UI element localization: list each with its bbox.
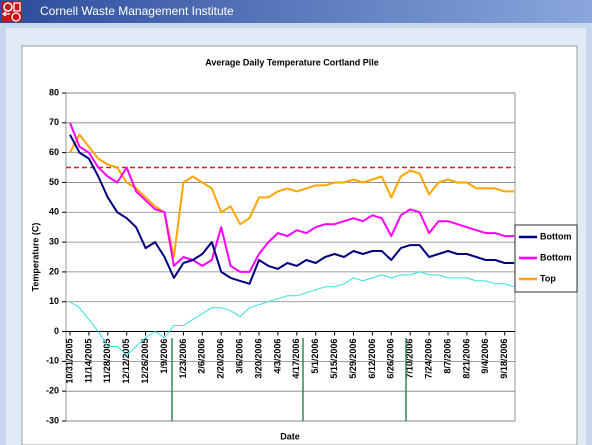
x-tick-label: 7/24/2006: [423, 339, 433, 379]
x-tick-label: 3/6/2006: [234, 339, 244, 374]
series-line: [69, 122, 515, 273]
y-tick-label: 10: [49, 296, 59, 306]
x-tick-label: 4/17/2006: [291, 339, 301, 379]
header-bar: [0, 0, 592, 23]
x-tick-label: 5/29/2006: [348, 339, 358, 379]
x-tick-label: 8/7/2006: [442, 339, 452, 374]
x-tick-label: 5/15/2006: [329, 339, 339, 379]
series-line: [69, 134, 515, 285]
plot: -30 -20 -10 0 10 20 30 40 50 60 70 80 10/31/2005 11/1…: [46, 87, 516, 425]
x-tick-label: 6/26/2006: [386, 339, 396, 379]
legend-label: Top: [540, 273, 556, 283]
plot-area: [65, 92, 516, 422]
series-line: [69, 271, 515, 356]
x-tick-label: 9/4/2006: [480, 339, 490, 374]
legend-label: Bottom: [540, 231, 572, 241]
chart-title: Average Daily Temperature Cortland Pile: [205, 57, 379, 67]
x-tick-label: 1/9/2006: [159, 339, 169, 374]
x-tick-label: 3/20/2006: [253, 339, 263, 379]
y-axis-label: Temperature (C): [30, 223, 40, 292]
y-tick-label: -30: [46, 415, 59, 425]
x-axis-label: Date: [280, 431, 300, 441]
x-tick-label: 12/26/2005: [140, 339, 150, 384]
y-tick-label: 60: [49, 147, 59, 157]
x-tick-label: 7/10/2006: [405, 339, 415, 379]
legend-label: Bottom: [540, 252, 572, 262]
y-tick-label: 70: [49, 117, 59, 127]
x-tick-label: 11/14/2005: [83, 339, 93, 384]
y-tick-label: 40: [49, 207, 59, 217]
event-lines: [171, 338, 407, 421]
series-line: [69, 133, 515, 258]
y-tick-label: 30: [49, 236, 59, 246]
x-tick-label: 1/23/2006: [178, 339, 188, 379]
x-tick-label: 2/20/2006: [216, 339, 226, 379]
x-tick-label: 5/1/2006: [310, 339, 320, 374]
header-title: Cornell Waste Management Institute: [40, 4, 234, 18]
x-tick-label: 6/12/2006: [367, 339, 377, 379]
y-tick-label: 20: [49, 266, 59, 276]
x-tick-label: 2/6/2006: [197, 339, 207, 374]
x-tick-label: 9/18/2006: [499, 339, 509, 379]
x-tick-label: 11/28/2005: [102, 339, 112, 384]
y-tick-label: 80: [49, 87, 59, 97]
y-tick-label: -10: [46, 356, 59, 366]
y-tick-label: 0: [54, 326, 59, 336]
x-tick-label: 4/3/2006: [272, 339, 282, 374]
y-tick-label: 50: [49, 177, 59, 187]
logo: [1, 1, 22, 22]
x-tick-label: 10/31/2005: [64, 339, 74, 384]
x-tick-label: 8/21/2006: [461, 339, 471, 379]
x-tick-label: 12/12/2005: [121, 339, 131, 384]
y-tick-label: -20: [46, 386, 59, 396]
